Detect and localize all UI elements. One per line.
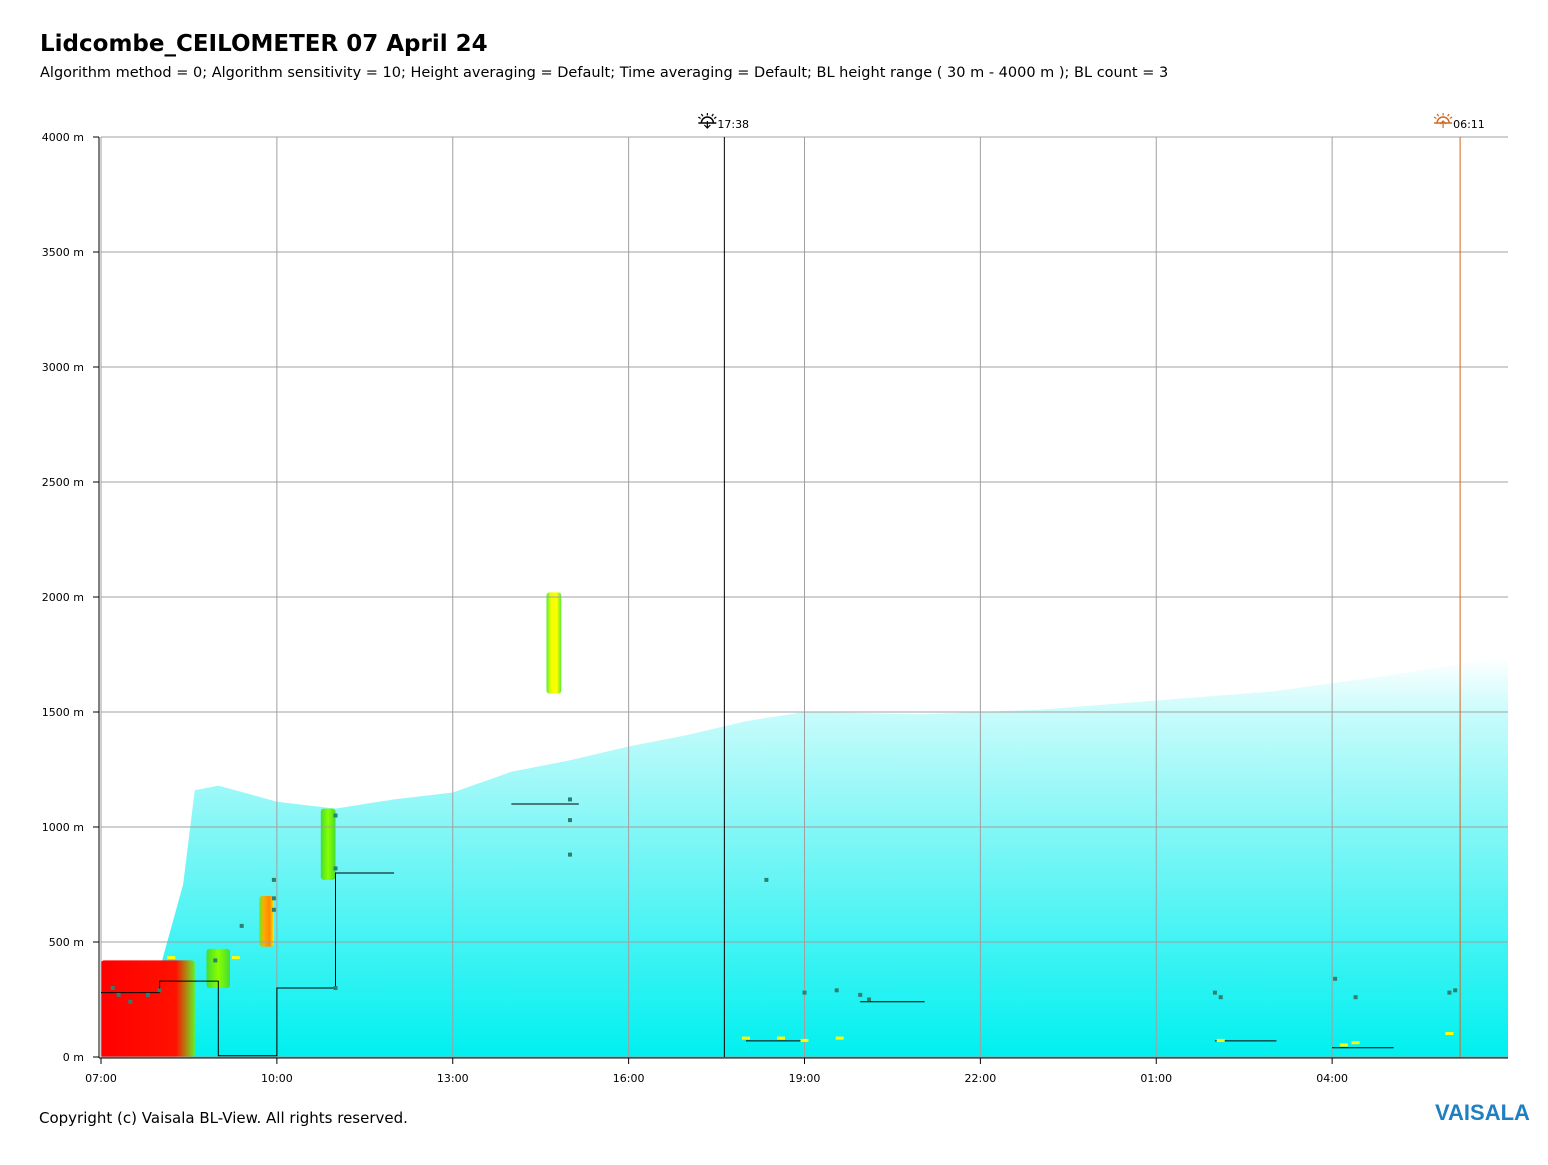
bl-height-line — [101, 872, 395, 1057]
y-tick-label: 2000 m — [42, 591, 84, 604]
signal-mark — [231, 956, 240, 960]
signal-mark — [800, 1038, 809, 1042]
cloud-layer — [320, 808, 336, 880]
event-label: 17:38 — [717, 118, 749, 131]
cloud-layer — [546, 592, 562, 694]
y-tick-label: 1000 m — [42, 821, 84, 834]
cloud-base-marker — [271, 877, 276, 882]
cloud-base-marker — [867, 997, 871, 1002]
cloud-base-marker — [145, 992, 150, 997]
x-tick-label: 07:00 — [85, 1072, 117, 1085]
cloud-layer — [206, 948, 230, 988]
cloud-layer — [259, 896, 274, 947]
cloud-base-marker — [802, 990, 807, 995]
cloud-base-marker — [213, 958, 218, 963]
x-tick-label: 19:00 — [789, 1072, 821, 1085]
chart-title: Lidcombe_CEILOMETER 07 April 24 — [40, 31, 488, 57]
x-tick-label: 10:00 — [261, 1072, 293, 1085]
x-tick-label: 22:00 — [965, 1072, 997, 1085]
cloud-base-marker — [568, 797, 572, 802]
cloud-base-marker — [1447, 990, 1452, 995]
signal-mark — [1339, 1043, 1348, 1047]
cloud-base-marker — [764, 877, 769, 882]
cloud-base-marker — [1212, 990, 1217, 995]
cloud-base-marker — [333, 813, 338, 818]
y-tick-label: 1500 m — [42, 706, 84, 719]
y-tick-label: 3500 m — [42, 246, 84, 259]
sunset-icon — [698, 113, 717, 129]
overlay-layer — [101, 797, 1458, 1057]
cloud-base-marker — [834, 988, 839, 993]
cloud-base-marker — [1333, 976, 1338, 981]
cloud-base-marker — [116, 992, 121, 997]
grid-lines — [100, 136, 1508, 1058]
cloud-base-marker — [110, 986, 115, 990]
signal-mark — [741, 1036, 750, 1040]
y-tick-label: 3000 m — [42, 361, 84, 374]
cloud-base-marker — [1218, 995, 1223, 1000]
signal-mark — [835, 1036, 844, 1040]
cloud-layer — [101, 960, 195, 1057]
cloud-base-marker — [333, 986, 338, 990]
y-tick-label: 0 m — [63, 1051, 84, 1064]
vaisala-logo: VAISALA — [1435, 1100, 1530, 1125]
cloud-base-marker — [239, 923, 244, 928]
cloud-base-marker — [1453, 988, 1458, 993]
cloud-base-marker — [333, 866, 338, 871]
cloud-base-marker — [1353, 995, 1358, 1000]
cloud-base-marker — [157, 988, 162, 993]
cloud-base-marker — [271, 896, 276, 901]
y-tick-label: 4000 m — [42, 131, 84, 144]
x-tick-label: 13:00 — [437, 1072, 469, 1085]
copyright-text: Copyright (c) Vaisala BL-View. All right… — [39, 1109, 408, 1127]
cloud-base-marker — [128, 999, 133, 1004]
signal-mark — [167, 956, 176, 960]
x-tick-label: 16:00 — [613, 1072, 645, 1085]
signal-mark — [1351, 1041, 1360, 1045]
cloud-base-marker — [271, 907, 276, 912]
signal-mark — [777, 1036, 785, 1040]
cloud-base-marker — [568, 818, 572, 823]
chart-subtitle: Algorithm method = 0; Algorithm sensitiv… — [40, 65, 1169, 81]
x-tick-label: 04:00 — [1316, 1072, 1348, 1085]
cloud-base-marker — [568, 852, 572, 857]
cloud-base-marker — [858, 992, 863, 997]
axes: 17:38 06:11 0 m 500 m 1000 m 1500 m 2000 m 2500… — [42, 113, 1508, 1085]
y-tick-label: 500 m — [49, 936, 84, 949]
signal-mark — [1445, 1032, 1454, 1035]
sunrise-icon — [1433, 113, 1453, 128]
event-label: 06:11 — [1453, 118, 1485, 131]
signal-mark — [1216, 1038, 1225, 1042]
y-tick-label: 2500 m — [42, 476, 84, 489]
x-tick-label: 01:00 — [1140, 1072, 1172, 1085]
